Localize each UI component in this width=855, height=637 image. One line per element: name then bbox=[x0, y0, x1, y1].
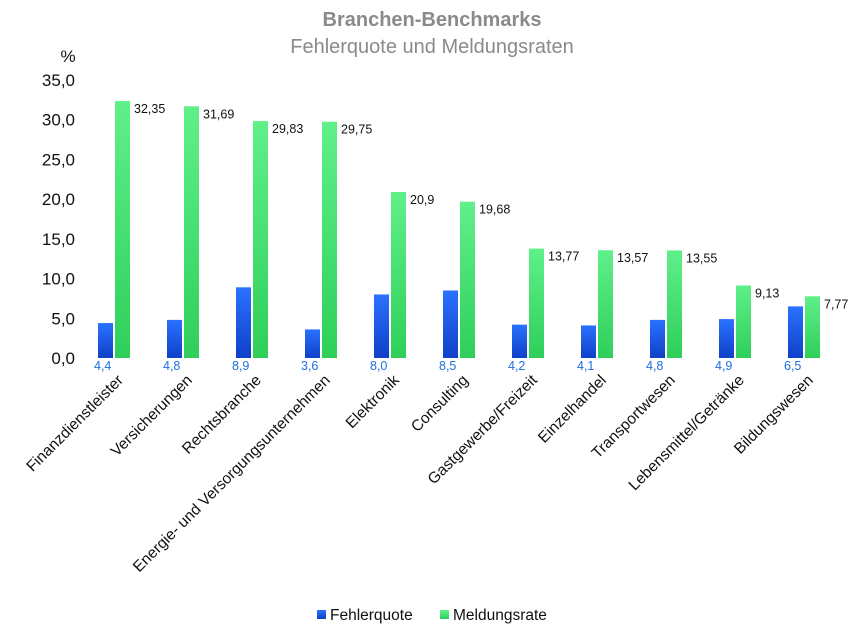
legend-swatch-meldungsrate bbox=[440, 610, 449, 619]
x-category-label: Finanzdienstleister bbox=[23, 372, 126, 475]
bar-fehlerquote bbox=[305, 329, 320, 358]
bar-meldungsrate bbox=[598, 250, 613, 358]
bars bbox=[98, 101, 820, 358]
data-label-meldungsrate: 9,13 bbox=[755, 286, 779, 300]
data-label-fehlerquote: 4,4 bbox=[94, 359, 111, 373]
data-label-fehlerquote: 3,6 bbox=[301, 359, 318, 373]
chart-subtitle: Fehlerquote und Meldungsraten bbox=[290, 36, 574, 58]
bar-fehlerquote bbox=[719, 319, 734, 358]
bar-meldungsrate bbox=[805, 296, 820, 358]
bar-fehlerquote bbox=[443, 290, 458, 358]
bar-fehlerquote bbox=[581, 325, 596, 358]
chart-title: Branchen-Benchmarks bbox=[323, 9, 542, 31]
bar-meldungsrate bbox=[529, 248, 544, 358]
data-label-fehlerquote: 4,9 bbox=[715, 359, 732, 373]
data-label-meldungsrate: 29,83 bbox=[272, 122, 303, 136]
legend-label-meldungsrate: Meldungsrate bbox=[453, 607, 547, 624]
x-axis-categories: FinanzdienstleisterVersicherungenRechtsb… bbox=[23, 371, 816, 575]
bar-meldungsrate bbox=[322, 121, 337, 358]
data-label-meldungsrate: 13,55 bbox=[686, 251, 717, 265]
bar-fehlerquote bbox=[236, 287, 251, 358]
bar-fehlerquote bbox=[374, 294, 389, 358]
legend: Fehlerquote Meldungsrate bbox=[317, 607, 547, 624]
bar-fehlerquote bbox=[98, 323, 113, 358]
y-axis-ticks: 0,0 5,0 10,0 15,0 20,0 25,0 30,0 35,0 bbox=[42, 71, 75, 368]
y-tick-label: 0,0 bbox=[51, 349, 75, 368]
y-tick-label: 20,0 bbox=[42, 190, 75, 209]
bar-fehlerquote bbox=[788, 306, 803, 358]
data-label-fehlerquote: 4,8 bbox=[646, 359, 663, 373]
y-axis-unit: % bbox=[60, 47, 75, 66]
y-tick-label: 30,0 bbox=[42, 111, 75, 130]
y-tick-label: 5,0 bbox=[51, 309, 75, 328]
data-label-meldungsrate: 29,75 bbox=[341, 123, 372, 137]
data-label-meldungsrate: 32,35 bbox=[134, 102, 165, 116]
data-label-meldungsrate: 19,68 bbox=[479, 203, 510, 217]
data-label-meldungsrate: 13,77 bbox=[548, 250, 579, 264]
data-label-fehlerquote: 8,5 bbox=[439, 359, 456, 373]
bar-meldungsrate bbox=[460, 201, 475, 358]
bar-meldungsrate bbox=[736, 285, 751, 358]
bar-fehlerquote bbox=[512, 324, 527, 358]
bar-fehlerquote bbox=[650, 319, 665, 358]
data-labels: 4,4 32,35 4,8 31,69 8,9 29,83 3,6 29,75 8,0 20,9 8… bbox=[94, 102, 848, 373]
bar-meldungsrate bbox=[115, 101, 130, 358]
bar-fehlerquote bbox=[167, 319, 182, 358]
data-label-meldungsrate: 13,57 bbox=[617, 251, 648, 265]
x-category-label: Elektronik bbox=[343, 372, 403, 432]
y-tick-label: 15,0 bbox=[42, 230, 75, 249]
x-category-label: Einzelhandel bbox=[535, 372, 610, 447]
x-category-label: Consulting bbox=[408, 372, 472, 436]
y-tick-label: 35,0 bbox=[42, 71, 75, 90]
data-label-meldungsrate: 7,77 bbox=[824, 297, 848, 311]
bar-meldungsrate bbox=[253, 121, 268, 358]
y-tick-label: 25,0 bbox=[42, 150, 75, 169]
y-tick-label: 10,0 bbox=[42, 270, 75, 289]
data-label-fehlerquote: 4,8 bbox=[163, 359, 180, 373]
bar-meldungsrate bbox=[391, 191, 406, 358]
bar-meldungsrate bbox=[667, 250, 682, 358]
x-category-label: Lebensmittel/Getränke bbox=[626, 372, 748, 494]
bar-meldungsrate bbox=[184, 106, 199, 358]
data-label-fehlerquote: 6,5 bbox=[784, 359, 801, 373]
data-label-fehlerquote: 8,0 bbox=[370, 359, 387, 373]
data-label-fehlerquote: 4,1 bbox=[577, 359, 594, 373]
data-label-meldungsrate: 31,69 bbox=[203, 107, 234, 121]
data-label-meldungsrate: 20,9 bbox=[410, 193, 434, 207]
legend-swatch-fehlerquote bbox=[317, 610, 326, 619]
data-label-fehlerquote: 4,2 bbox=[508, 359, 525, 373]
data-label-fehlerquote: 8,9 bbox=[232, 359, 249, 373]
legend-label-fehlerquote: Fehlerquote bbox=[330, 607, 413, 624]
